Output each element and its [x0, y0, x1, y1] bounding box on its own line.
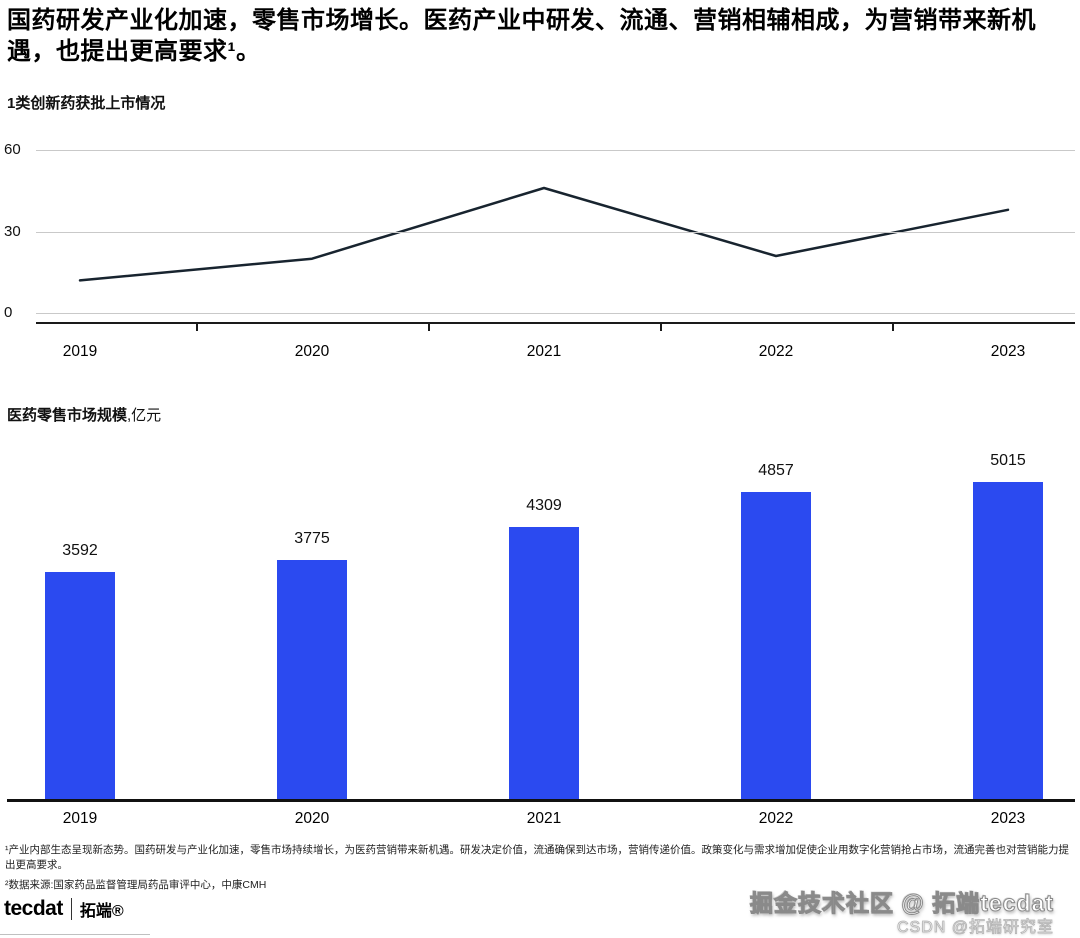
bar-value-label: 5015 [990, 452, 1026, 469]
bar [509, 526, 579, 799]
x-axis-tick [196, 323, 198, 331]
x-axis-tick-label: 2021 [526, 343, 562, 360]
x-axis-tick [892, 323, 894, 331]
x-axis-tick-label: 2020 [294, 810, 330, 827]
tecdat-logo: tecdat 拓端® [4, 897, 124, 921]
bar-chart-baseline [7, 799, 1075, 802]
x-axis-tick [428, 323, 430, 331]
x-axis-tick-label: 2021 [526, 810, 562, 827]
footnote-1: ¹产业内部生态呈现新态势。国药研发与产业化加速，零售市场持续增长，为医药营销带来… [5, 844, 1069, 872]
line-chart: 0 30 60 2019 2020 2021 2022 2023 [0, 138, 1080, 378]
bar [973, 482, 1043, 799]
bar-value-label: 4309 [526, 496, 562, 514]
y-axis-tick-label: 30 [4, 222, 21, 240]
line-chart-title-text: 1类创新药获批上市情况 [7, 95, 166, 112]
x-axis-tick-label: 2020 [294, 343, 330, 360]
x-axis-tick-label: 2019 [62, 343, 98, 360]
bar-chart: 3592 2019 3775 2020 4309 2021 4857 2022 5015 2023 [0, 430, 1080, 835]
page-title: 国药研发产业化加速，零售市场增长。医药产业中研发、流通、营销相辅相成，为营销带来… [7, 7, 1036, 66]
x-axis-tick-label: 2023 [990, 343, 1026, 360]
line-chart-title: 1类创新药获批上市情况 [7, 92, 165, 113]
footnote-2: ²数据来源:国家药品监督管理局药品审评中心，中康CMH [5, 879, 267, 891]
y-axis-tick-label: 0 [4, 303, 13, 321]
bar-chart-title-text: 医药零售市场规模 [7, 407, 128, 424]
bar [741, 491, 811, 799]
logo-cn-name: 拓端® [79, 903, 124, 920]
bar [277, 560, 347, 799]
watermark-secondary: CSDN @拓端研究室 [896, 919, 1054, 937]
watermark-primary: 掘金技术社区 @ 拓端tecdat [750, 890, 1054, 917]
bar [45, 571, 115, 799]
y-gridline [36, 150, 1075, 151]
y-gridline [36, 313, 1075, 314]
y-axis-tick-label: 60 [4, 140, 21, 158]
x-axis-tick-label: 2022 [758, 810, 794, 827]
x-axis-tick-label: 2022 [758, 343, 794, 360]
x-axis-tick-label: 2023 [990, 810, 1026, 827]
y-gridline [36, 231, 1075, 233]
bar-value-label: 3592 [62, 541, 98, 559]
logo-wordmark: tecdat [4, 897, 63, 920]
logo-divider [70, 898, 72, 920]
x-axis-tick-label: 2019 [62, 810, 98, 827]
bar-chart-unit: ,亿元 [127, 407, 162, 424]
x-axis-tick [660, 323, 662, 331]
x-axis-line [36, 322, 1075, 324]
bar-value-label: 3775 [294, 530, 330, 548]
logo-rule [0, 934, 150, 935]
line-chart-plot [78, 186, 1010, 282]
bar-value-label: 4857 [758, 461, 794, 479]
bar-chart-title: 医药零售市场规模,亿元 [7, 404, 161, 425]
